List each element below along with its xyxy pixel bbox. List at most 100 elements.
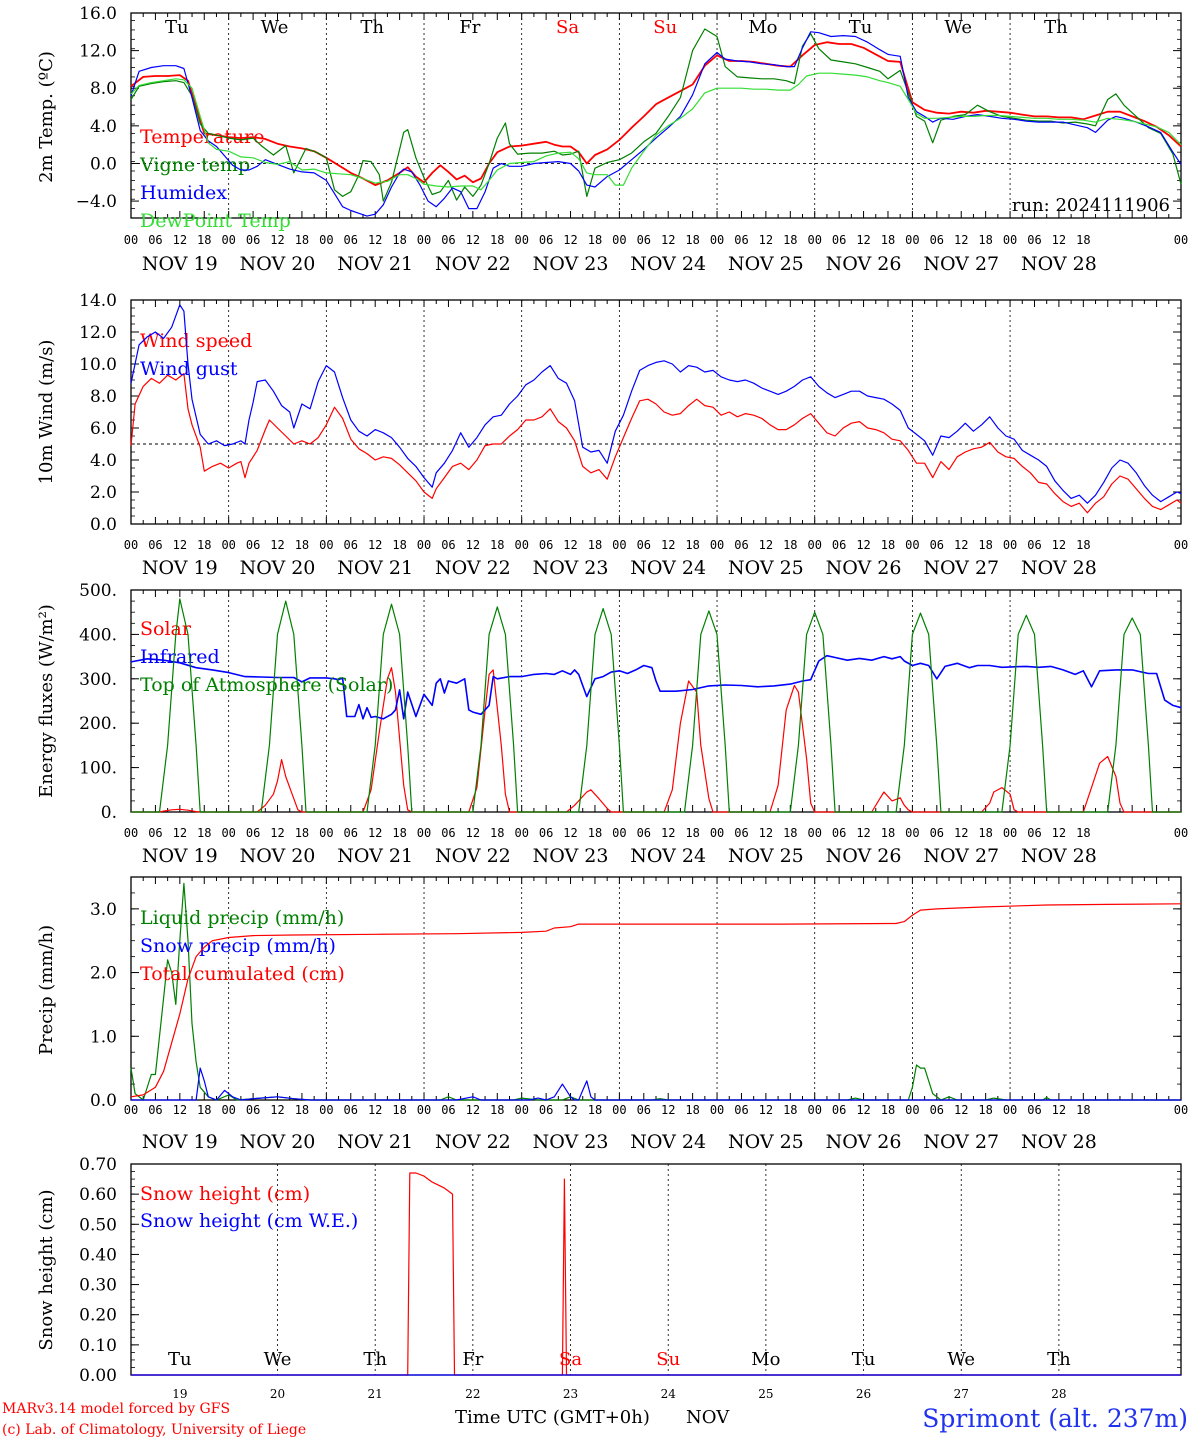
weekday-label: Tu xyxy=(852,1349,876,1370)
date-label: NOV 24 xyxy=(630,557,706,579)
weekday-label: We xyxy=(261,17,289,38)
hour-tick-label: 18 xyxy=(490,538,504,552)
hour-tick-label: 12 xyxy=(563,538,577,552)
hour-tick-label: 12 xyxy=(563,826,577,840)
weekday-label: Th xyxy=(1047,1349,1071,1370)
y-tick-label: 400. xyxy=(79,625,117,645)
hour-tick-label: 00 xyxy=(221,233,235,247)
weekday-label: Sa xyxy=(559,1349,582,1370)
hour-tick-label: 18 xyxy=(197,826,211,840)
hour-tick-label: 12 xyxy=(759,826,773,840)
hour-tick-label: 00 xyxy=(1003,538,1017,552)
hour-tick-label: 06 xyxy=(344,826,358,840)
day-number-label: 27 xyxy=(954,1387,969,1401)
hour-tick-label: 00 xyxy=(417,233,431,247)
hour-tick-label: 06 xyxy=(637,826,651,840)
legend-entry: Wind gust xyxy=(140,358,238,380)
weekday-label: We xyxy=(264,1349,292,1370)
date-label: NOV 27 xyxy=(923,557,999,579)
hour-tick-label: 12 xyxy=(173,233,187,247)
hour-tick-label: 18 xyxy=(588,1103,602,1117)
hour-tick-label: 00 xyxy=(221,1103,235,1117)
date-label: NOV 19 xyxy=(142,845,218,867)
weekday-label: Su xyxy=(653,17,677,38)
hour-tick-label: 06 xyxy=(441,1103,455,1117)
date-label: NOV 25 xyxy=(728,557,804,579)
date-label: NOV 26 xyxy=(826,845,902,867)
weekday-label: We xyxy=(944,17,972,38)
legend-entry: Snow precip (mm/h) xyxy=(140,935,336,957)
date-label: NOV 26 xyxy=(826,1131,902,1153)
y-axis-label: Energy fluxes (W/m²) xyxy=(36,604,57,798)
hour-tick-label: 00 xyxy=(514,233,528,247)
hour-tick-label: 12 xyxy=(368,233,382,247)
weekday-label: Tu xyxy=(165,17,189,38)
hour-tick-label: 12 xyxy=(466,826,480,840)
date-label: NOV 21 xyxy=(337,845,413,867)
legend-entry: Infrared xyxy=(140,646,220,668)
date-label: NOV 19 xyxy=(142,253,218,275)
hour-tick-label: 18 xyxy=(588,233,602,247)
series-line-lightgreen xyxy=(130,72,1182,191)
hour-tick-label: 06 xyxy=(1027,1103,1041,1117)
hour-tick-label: 06 xyxy=(441,233,455,247)
hour-tick-label: 12 xyxy=(759,538,773,552)
series-line-red xyxy=(131,667,1181,813)
hour-tick-label: 12 xyxy=(1052,233,1066,247)
hour-tick-label: 06 xyxy=(148,538,162,552)
y-tick-label: 6.0 xyxy=(90,419,117,439)
hour-tick-label: 18 xyxy=(685,233,699,247)
date-label: NOV 22 xyxy=(435,253,511,275)
legend-entry: Solar xyxy=(140,618,192,640)
hour-tick-label: 18 xyxy=(978,826,992,840)
footer: MARv3.14 model forced by GFS (c) Lab. of… xyxy=(2,1401,1188,1438)
hour-tick-label: 00 xyxy=(807,233,821,247)
hour-tick-label: 12 xyxy=(661,826,675,840)
hour-tick-label: 12 xyxy=(856,233,870,247)
hour-tick-label: 06 xyxy=(246,538,260,552)
hour-tick-label: 06 xyxy=(441,826,455,840)
date-label: NOV 24 xyxy=(630,1131,706,1153)
hour-tick-label: 00 xyxy=(905,826,919,840)
hour-tick-label: 06 xyxy=(930,538,944,552)
hour-tick-label: 18 xyxy=(881,538,895,552)
hour-tick-label: 00 xyxy=(710,1103,724,1117)
date-label: NOV 21 xyxy=(337,557,413,579)
legend-entry: Snow height (cm) xyxy=(140,1183,310,1205)
hour-tick-label: 12 xyxy=(466,233,480,247)
hour-tick-label: 12 xyxy=(173,1103,187,1117)
hour-tick-label: 06 xyxy=(1027,826,1041,840)
hour-tick-label: 12 xyxy=(954,826,968,840)
hour-tick-label: 18 xyxy=(881,826,895,840)
legend-entry: Wind speed xyxy=(140,330,252,352)
date-label: NOV 21 xyxy=(337,253,413,275)
weekday-label: Mo xyxy=(748,17,777,38)
hour-tick-label: 06 xyxy=(539,1103,553,1117)
hour-tick-label: 18 xyxy=(392,538,406,552)
hour-tick-label: 12 xyxy=(270,1103,284,1117)
hour-tick-label: 12 xyxy=(954,538,968,552)
hour-tick-label: 06 xyxy=(734,538,748,552)
hour-tick-label: 00 xyxy=(1174,826,1188,840)
day-number-label: 23 xyxy=(563,1387,578,1401)
y-tick-label: 16.0 xyxy=(79,4,117,24)
hour-tick-label: 00 xyxy=(319,233,333,247)
hour-tick-label: 06 xyxy=(637,538,651,552)
y-tick-label: 4.0 xyxy=(90,117,117,137)
hour-tick-label: 18 xyxy=(685,826,699,840)
hour-tick-label: 06 xyxy=(344,233,358,247)
day-number-label: 21 xyxy=(368,1387,383,1401)
hour-tick-label: 00 xyxy=(905,233,919,247)
series-line-green xyxy=(131,598,1181,813)
date-label: NOV 24 xyxy=(630,253,706,275)
y-tick-label: 0.60 xyxy=(79,1185,117,1205)
y-axis-label: 10m Wind (m/s) xyxy=(36,340,57,485)
y-tick-label: 3.0 xyxy=(90,900,117,920)
day-number-label: 24 xyxy=(661,1387,677,1401)
hour-tick-label: 12 xyxy=(466,538,480,552)
hour-tick-label: 18 xyxy=(295,826,309,840)
series-line-red xyxy=(131,1172,1181,1376)
